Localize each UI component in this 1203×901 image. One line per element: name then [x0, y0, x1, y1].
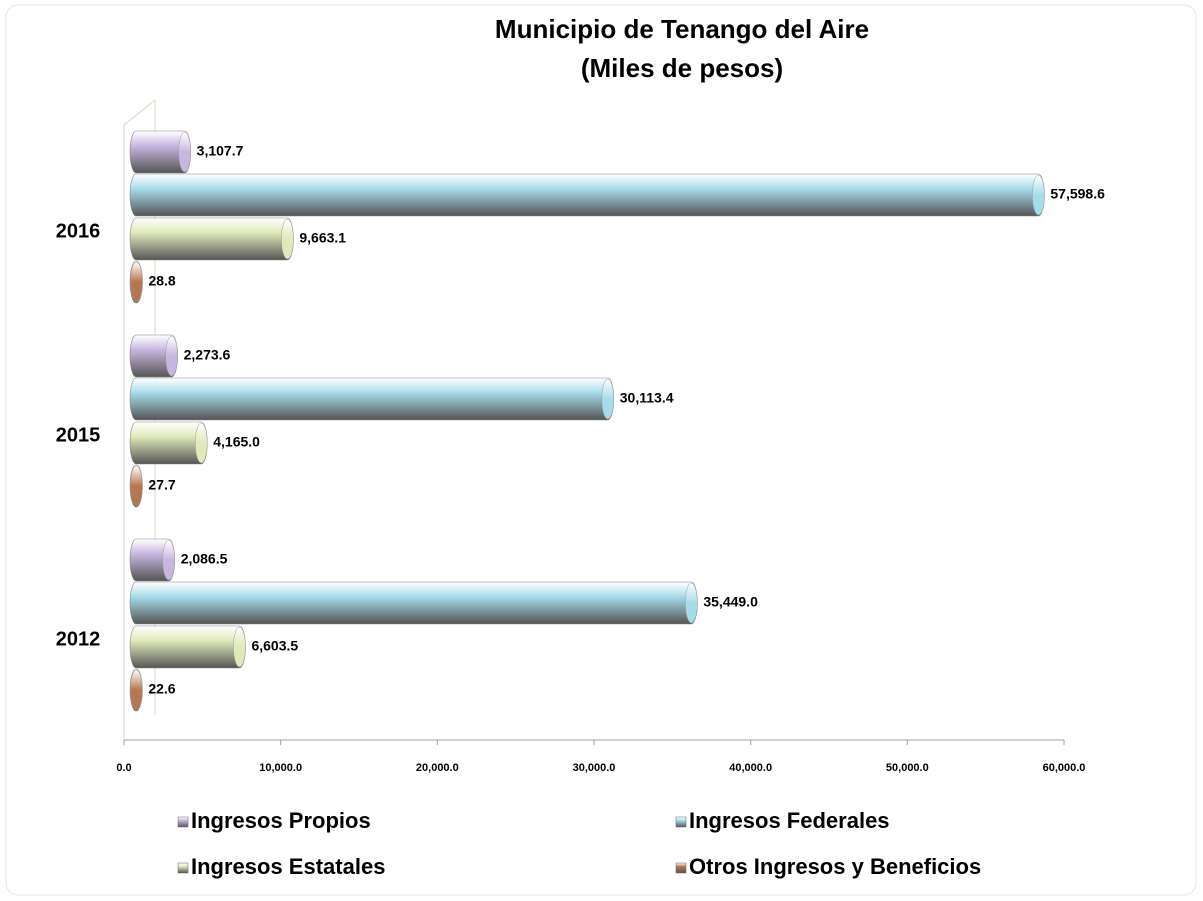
bar [129, 217, 294, 261]
value-label: 6,603.5 [251, 638, 298, 654]
value-label: 2,273.6 [184, 347, 231, 363]
x-tick-label: 30,000.0 [573, 762, 616, 774]
value-label: 57,598.6 [1050, 186, 1105, 202]
value-label: 27.7 [148, 477, 175, 493]
value-label: 28.8 [148, 273, 175, 289]
chart-title: Municipio de Tenango del Aire [495, 14, 869, 44]
value-label: 4,165.0 [213, 434, 260, 450]
bar-cap [1032, 174, 1045, 216]
bar-cap [178, 131, 191, 173]
legend-marker [675, 862, 687, 874]
value-label: 2,086.5 [181, 551, 228, 567]
bar-cap [165, 335, 178, 377]
legend-marker [177, 862, 189, 874]
value-label: 3,107.7 [197, 143, 244, 159]
legend-label: Ingresos Estatales [191, 854, 385, 879]
bar-cap [233, 626, 246, 668]
x-tick-label: 20,000.0 [416, 762, 459, 774]
chart-subtitle: (Miles de pesos) [581, 53, 783, 83]
legend-label: Ingresos Propios [191, 808, 371, 833]
value-label: 35,449.0 [703, 594, 758, 610]
frame [5, 4, 1197, 896]
x-tick-label: 40,000.0 [729, 762, 772, 774]
x-tick-label: 0.0 [116, 762, 131, 774]
x-tick-label: 10,000.0 [259, 762, 302, 774]
legend-label: Otros Ingresos y Beneficios [689, 854, 981, 879]
bar [129, 625, 246, 669]
bar [129, 581, 698, 625]
y-tick-label: 2016 [56, 220, 101, 242]
bar-cap [601, 378, 615, 420]
legend-marker [177, 816, 189, 828]
bar-cap [162, 539, 175, 581]
bar-cap [195, 422, 208, 464]
bar-cap [130, 261, 143, 303]
bar [129, 377, 615, 421]
y-tick-label: 2015 [56, 424, 101, 446]
y-tick-label: 2012 [56, 628, 101, 650]
bar-cap [685, 582, 698, 624]
bar-cap [281, 218, 294, 260]
bar-cap [130, 465, 143, 507]
legend-marker [675, 816, 687, 828]
value-label: 9,663.1 [299, 230, 346, 246]
value-label: 22.6 [148, 681, 175, 697]
x-tick-label: 50,000.0 [886, 762, 929, 774]
legend-label: Ingresos Federales [689, 808, 890, 833]
bar [129, 173, 1045, 217]
bar-cap [130, 669, 143, 711]
value-label: 30,113.4 [620, 390, 674, 406]
x-tick-label: 60,000.0 [1043, 762, 1086, 774]
